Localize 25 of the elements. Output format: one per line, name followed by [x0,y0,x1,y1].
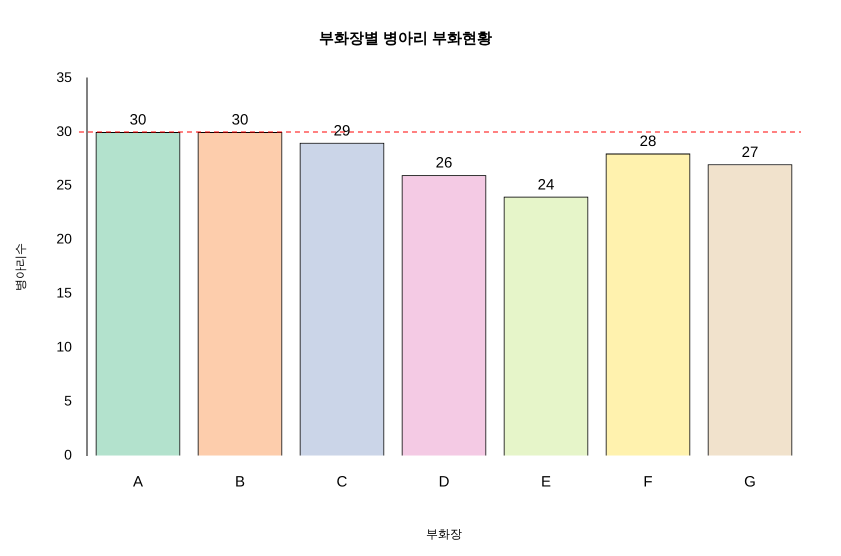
x-tick-label: C [336,474,348,491]
x-tick-label: E [540,474,551,491]
data-label: 27 [742,144,758,161]
data-label: 26 [436,154,452,172]
x-tick-label: A [132,474,143,491]
data-label: 30 [232,112,248,129]
data-label: 29 [334,122,350,140]
y-tick-label: 15 [56,284,72,301]
chart-title: 부화장별 병아리 부화현황 [318,30,492,48]
data-label: 24 [538,176,554,194]
y-tick-label: 5 [64,392,72,409]
y-tick-label: 30 [56,122,72,139]
data-label: 30 [130,112,146,129]
x-tick-label: F [643,474,653,491]
y-tick-label: 25 [56,176,72,193]
x-tick-label: D [438,474,450,491]
data-label: 28 [640,133,656,150]
x-axis-title: 부화장 [426,527,462,542]
y-tick-label: 10 [56,338,72,355]
x-tick-label: G [744,474,756,491]
y-tick-label: 35 [56,68,72,85]
y-tick-label: 20 [56,230,72,247]
y-axis-title: 병아리수 [14,242,28,291]
x-tick-label: B [234,474,245,491]
y-tick-label: 0 [64,446,72,462]
